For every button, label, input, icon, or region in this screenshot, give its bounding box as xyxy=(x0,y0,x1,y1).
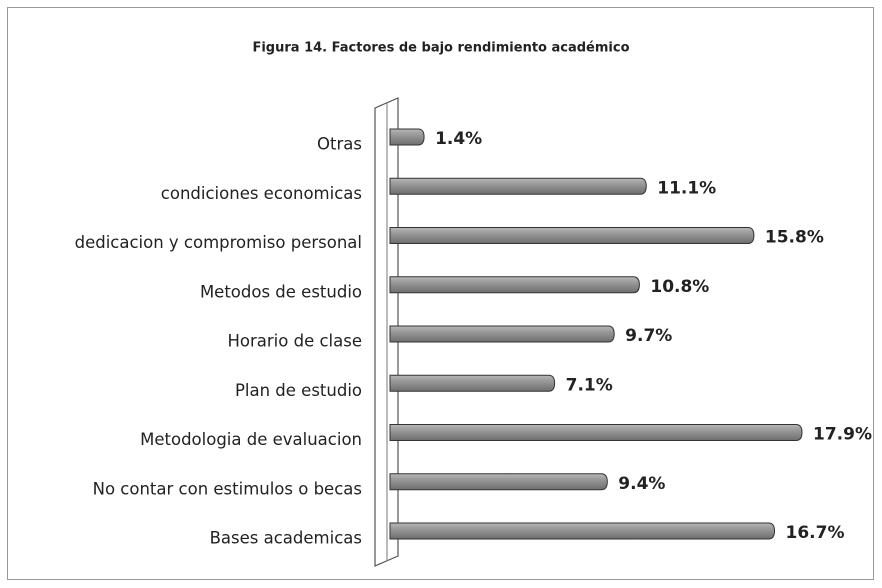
value-label: 11.1% xyxy=(657,178,716,198)
bar xyxy=(389,325,615,343)
value-label: 7.1% xyxy=(566,375,613,395)
bar xyxy=(389,177,647,195)
value-label: 16.7% xyxy=(786,523,845,543)
value-label: 15.8% xyxy=(765,228,824,248)
value-label: 9.7% xyxy=(625,326,672,346)
bar xyxy=(389,128,425,146)
category-label: Otras xyxy=(317,135,362,154)
value-label: 1.4% xyxy=(435,129,482,149)
category-label: Metodos de estudio xyxy=(200,282,362,301)
value-label: 10.8% xyxy=(650,277,709,297)
bar xyxy=(389,424,803,441)
category-label: condiciones economicas xyxy=(161,184,362,203)
chart-title: Figura 14. Factores de bajo rendimiento … xyxy=(252,41,629,56)
category-label: Metodologia de evaluacion xyxy=(140,430,362,449)
category-label: Horario de clase xyxy=(228,332,363,351)
bar xyxy=(389,227,755,244)
value-label: 17.9% xyxy=(813,425,872,445)
category-label: Plan de estudio xyxy=(235,381,362,400)
value-label: 9.4% xyxy=(618,474,665,494)
bar xyxy=(389,276,640,294)
category-label: Bases academicas xyxy=(210,529,362,548)
category-label: No contar con estimulos o becas xyxy=(93,479,362,498)
category-label: dedicacion y compromiso personal xyxy=(75,233,362,252)
bar xyxy=(389,473,608,491)
bar xyxy=(389,522,776,540)
bar xyxy=(389,374,556,392)
